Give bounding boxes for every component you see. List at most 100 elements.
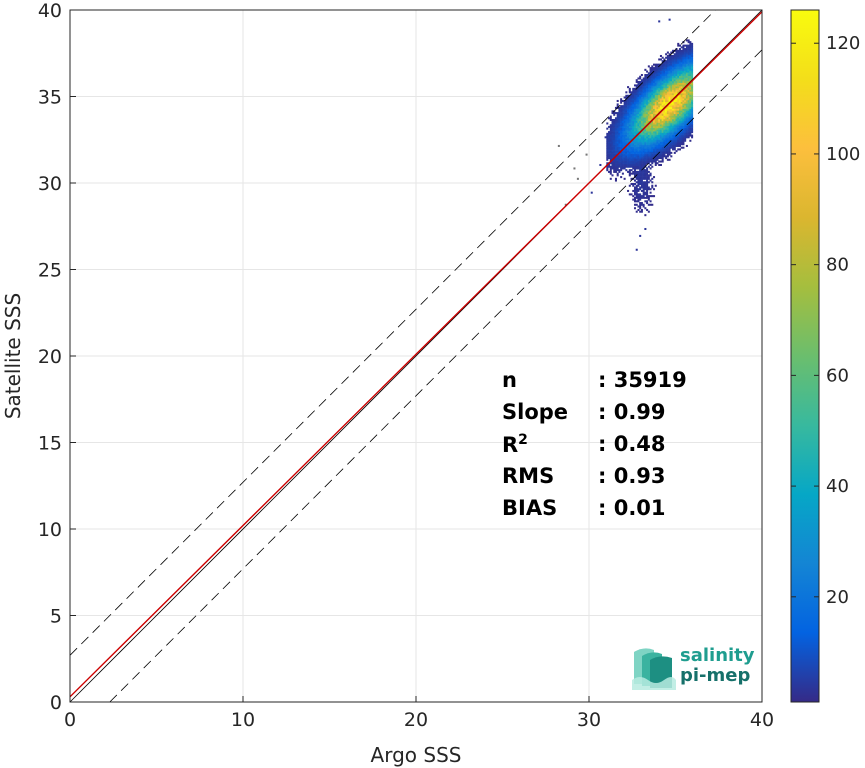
heatmap-cell bbox=[608, 150, 611, 153]
heatmap-cell bbox=[640, 112, 643, 115]
heatmap-cell bbox=[649, 157, 652, 160]
heatmap-cell bbox=[661, 143, 664, 146]
heatmap-cell bbox=[691, 49, 694, 52]
heatmap-cell bbox=[654, 141, 657, 144]
heatmap-cell bbox=[663, 82, 666, 85]
heatmap-cell bbox=[684, 49, 687, 52]
heatmap-cell bbox=[668, 117, 671, 120]
heatmap-cell bbox=[654, 80, 657, 83]
heatmap-cell bbox=[618, 136, 621, 139]
heatmap-cell bbox=[653, 151, 656, 154]
heatmap-cell bbox=[672, 134, 675, 137]
heatmap-cell bbox=[637, 118, 640, 122]
heatmap-cell bbox=[675, 75, 678, 78]
heatmap-cell bbox=[666, 139, 669, 142]
heatmap-cell bbox=[620, 148, 623, 151]
heatmap-cell bbox=[639, 183, 642, 186]
heatmap-cell bbox=[627, 129, 630, 132]
heatmap-cell bbox=[606, 167, 609, 170]
heatmap-cell bbox=[633, 162, 637, 165]
heatmap-cell bbox=[659, 163, 662, 166]
heatmap-cell bbox=[687, 75, 690, 78]
heatmap-cell bbox=[627, 112, 630, 115]
heatmap-cell bbox=[678, 44, 681, 47]
heatmap-cell bbox=[684, 131, 687, 134]
heatmap-cell bbox=[621, 151, 624, 154]
heatmap-cell bbox=[663, 91, 666, 94]
heatmap-cell bbox=[640, 157, 643, 160]
heatmap-cell bbox=[668, 115, 671, 118]
heatmap-cell bbox=[649, 98, 652, 101]
heatmap-cell bbox=[633, 105, 637, 108]
heatmap-cell bbox=[661, 99, 664, 102]
heatmap-cell bbox=[675, 120, 678, 123]
heatmap-cell bbox=[635, 125, 638, 128]
heatmap-cell bbox=[616, 163, 619, 166]
heatmap-cell bbox=[639, 129, 642, 132]
heatmap-cell bbox=[689, 89, 692, 92]
heatmap-cell bbox=[658, 87, 661, 90]
heatmap-cell bbox=[684, 61, 687, 64]
heatmap-cell bbox=[625, 129, 628, 132]
heatmap-cell bbox=[661, 157, 664, 160]
heatmap-cell bbox=[625, 160, 628, 163]
heatmap-cell bbox=[684, 77, 687, 80]
heatmap-cell bbox=[635, 115, 638, 118]
x-tick-label: 40 bbox=[750, 709, 774, 731]
heatmap-cell bbox=[685, 70, 688, 73]
heatmap-cell bbox=[642, 98, 645, 101]
heatmap-cell bbox=[639, 77, 642, 80]
heatmap-cell bbox=[673, 75, 676, 78]
heatmap-cell bbox=[659, 94, 662, 97]
heatmap-cell bbox=[663, 67, 666, 70]
heatmap-cell bbox=[625, 165, 628, 168]
heatmap-cell bbox=[682, 118, 685, 122]
heatmap-cell bbox=[647, 138, 650, 141]
heatmap-cell bbox=[666, 99, 669, 102]
heatmap-cell bbox=[642, 131, 645, 134]
heatmap-cell bbox=[663, 86, 666, 89]
heatmap-cell bbox=[668, 84, 671, 87]
heatmap-cell bbox=[644, 162, 647, 165]
heatmap-cell bbox=[672, 129, 675, 132]
heatmap-cell bbox=[661, 106, 664, 109]
heatmap-cell bbox=[689, 65, 692, 68]
heatmap-cell bbox=[666, 101, 669, 104]
heatmap-cell bbox=[632, 172, 635, 175]
heatmap-cell bbox=[665, 148, 668, 151]
heatmap-cell bbox=[659, 105, 662, 108]
heatmap-cell bbox=[670, 132, 673, 135]
heatmap-cell bbox=[665, 151, 668, 154]
heatmap-cell bbox=[665, 117, 668, 120]
heatmap-cell bbox=[627, 146, 630, 149]
heatmap-cell bbox=[633, 131, 637, 134]
heatmap-cell bbox=[627, 94, 630, 97]
heatmap-cell bbox=[613, 150, 616, 153]
heatmap-cell bbox=[687, 56, 690, 59]
heatmap-cell bbox=[649, 106, 652, 109]
heatmap-cell bbox=[682, 60, 685, 63]
heatmap-cell bbox=[680, 125, 683, 128]
heatmap-cell bbox=[666, 56, 669, 59]
heatmap-cell bbox=[677, 74, 680, 77]
heatmap-cell bbox=[637, 99, 640, 102]
heatmap-cell bbox=[665, 79, 668, 82]
heatmap-cell bbox=[633, 189, 637, 192]
heatmap-cell bbox=[642, 96, 645, 99]
heatmap-cell bbox=[635, 106, 638, 109]
heatmap-cell bbox=[621, 110, 624, 113]
heatmap-cell bbox=[665, 96, 668, 99]
heatmap-cell bbox=[687, 99, 690, 102]
heatmap-cell bbox=[639, 157, 642, 160]
heatmap-cell bbox=[625, 139, 628, 142]
heatmap-cell bbox=[668, 112, 671, 115]
heatmap-cell bbox=[627, 127, 630, 130]
heatmap-cell bbox=[647, 129, 650, 132]
heatmap-cell bbox=[649, 122, 652, 125]
heatmap-cell bbox=[680, 127, 683, 130]
heatmap-cell bbox=[621, 113, 624, 116]
heatmap-cell bbox=[649, 101, 652, 104]
heatmap-cell bbox=[687, 86, 690, 89]
heatmap-cell bbox=[635, 80, 638, 83]
heatmap-cell bbox=[646, 174, 649, 177]
